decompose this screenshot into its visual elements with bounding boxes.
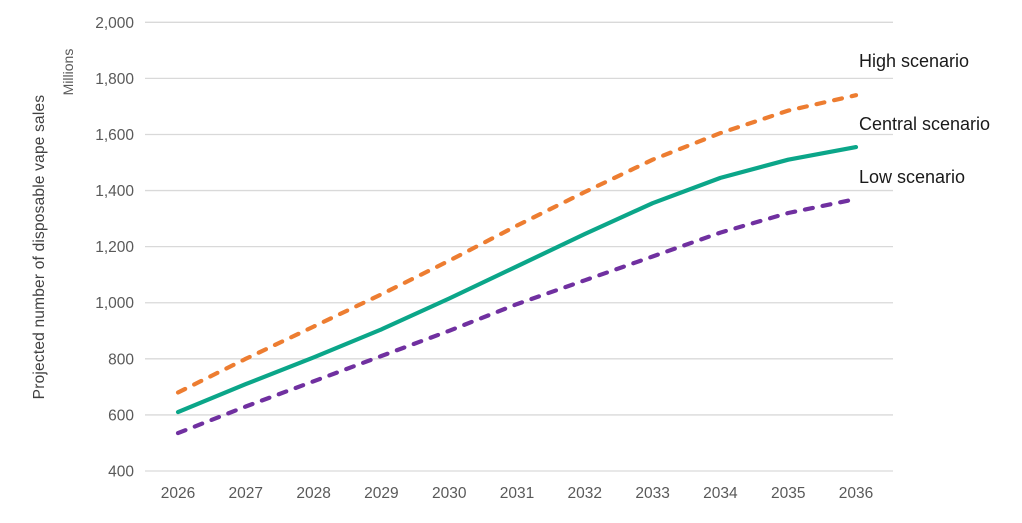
x-tick-label: 2026 bbox=[161, 485, 195, 502]
x-tick-label: 2027 bbox=[229, 485, 263, 502]
y-tick-label: 1,000 bbox=[95, 295, 134, 312]
y-tick-label: 1,800 bbox=[95, 71, 134, 88]
x-tick-label: 2028 bbox=[296, 485, 330, 502]
series-label-high-scenario: High scenario bbox=[859, 51, 970, 71]
x-tick-label: 2029 bbox=[364, 485, 398, 502]
x-tick-label: 2036 bbox=[839, 485, 873, 502]
y-axis-units-label: Millions bbox=[60, 48, 76, 96]
x-tick-label: 2035 bbox=[771, 485, 805, 502]
series-label-low-scenario: Low scenario bbox=[859, 167, 966, 187]
x-tick-label: 2034 bbox=[703, 485, 738, 502]
low-scenario-line bbox=[175, 196, 859, 436]
y-tick-label: 1,400 bbox=[95, 183, 134, 200]
central-scenario-line bbox=[175, 145, 859, 415]
y-tick-label: 600 bbox=[108, 407, 134, 424]
high-scenario-line bbox=[175, 93, 859, 395]
y-tick-label: 800 bbox=[108, 351, 134, 368]
x-tick-label: 2032 bbox=[568, 485, 602, 502]
x-tick-label: 2033 bbox=[635, 485, 669, 502]
y-tick-label: 2,000 bbox=[95, 15, 134, 32]
y-tick-label: 1,600 bbox=[95, 127, 134, 144]
y-tick-label: 1,200 bbox=[95, 239, 134, 256]
x-tick-label: 2031 bbox=[500, 485, 534, 502]
series-label-central-scenario: Central scenario bbox=[859, 114, 991, 134]
x-tick-label: 2030 bbox=[432, 485, 467, 502]
y-axis-title: Projected number of disposable vape sale… bbox=[31, 94, 48, 400]
y-tick-label: 400 bbox=[108, 464, 134, 481]
